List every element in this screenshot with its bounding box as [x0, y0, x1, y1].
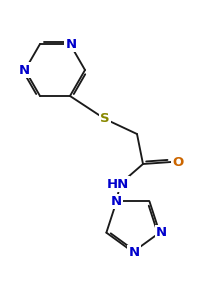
Text: N: N — [128, 246, 140, 259]
Text: HN: HN — [107, 177, 129, 191]
Text: N: N — [111, 195, 122, 208]
Text: S: S — [100, 113, 110, 125]
Text: N: N — [18, 63, 30, 76]
Text: N: N — [156, 226, 167, 239]
Text: O: O — [172, 155, 184, 169]
Text: N: N — [65, 38, 77, 50]
